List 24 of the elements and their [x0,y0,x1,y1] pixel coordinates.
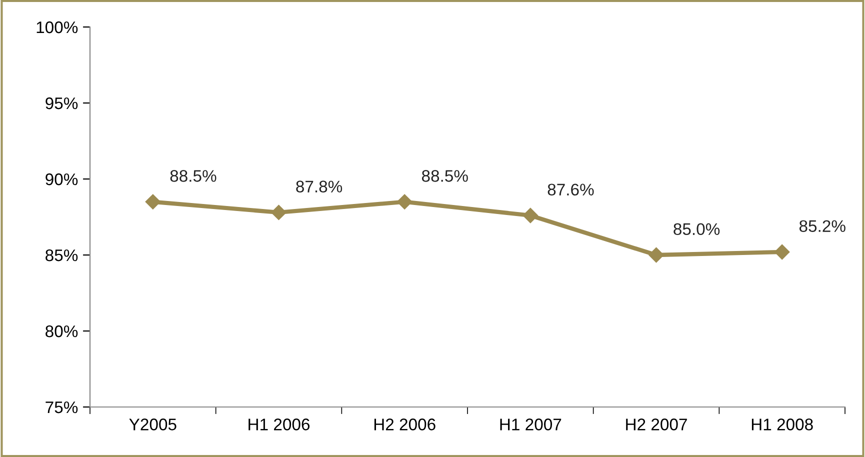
data-label: 88.5% [170,170,216,182]
data-label: 87.6% [548,184,594,196]
data-label: 85.0% [674,223,720,236]
x-tick-label: Y2005 [129,418,176,430]
point [522,208,538,224]
y-tick-label: 90% [46,173,78,186]
y-tick-label: 100% [36,21,78,34]
x-tick-label: H1 2007 [500,418,562,430]
y-tick-label: 85% [46,249,78,262]
x-tick-label: H2 2007 [626,418,687,430]
y-tick-label: 80% [46,325,78,338]
x-tick-label: H1 2006 [248,418,310,430]
point [648,247,664,263]
point [397,194,412,210]
x-tick-label: H1 2008 [752,418,813,430]
data-label: 85.2% [799,220,846,232]
y-tick-label: 75% [46,401,78,414]
y-tick-label: 95% [46,97,78,110]
point [271,204,286,220]
data-label: 88.5% [422,170,468,182]
x-tick-label: H2 2006 [374,418,436,430]
point [774,244,790,260]
point [145,194,160,210]
data-label: 87.8% [296,180,342,192]
